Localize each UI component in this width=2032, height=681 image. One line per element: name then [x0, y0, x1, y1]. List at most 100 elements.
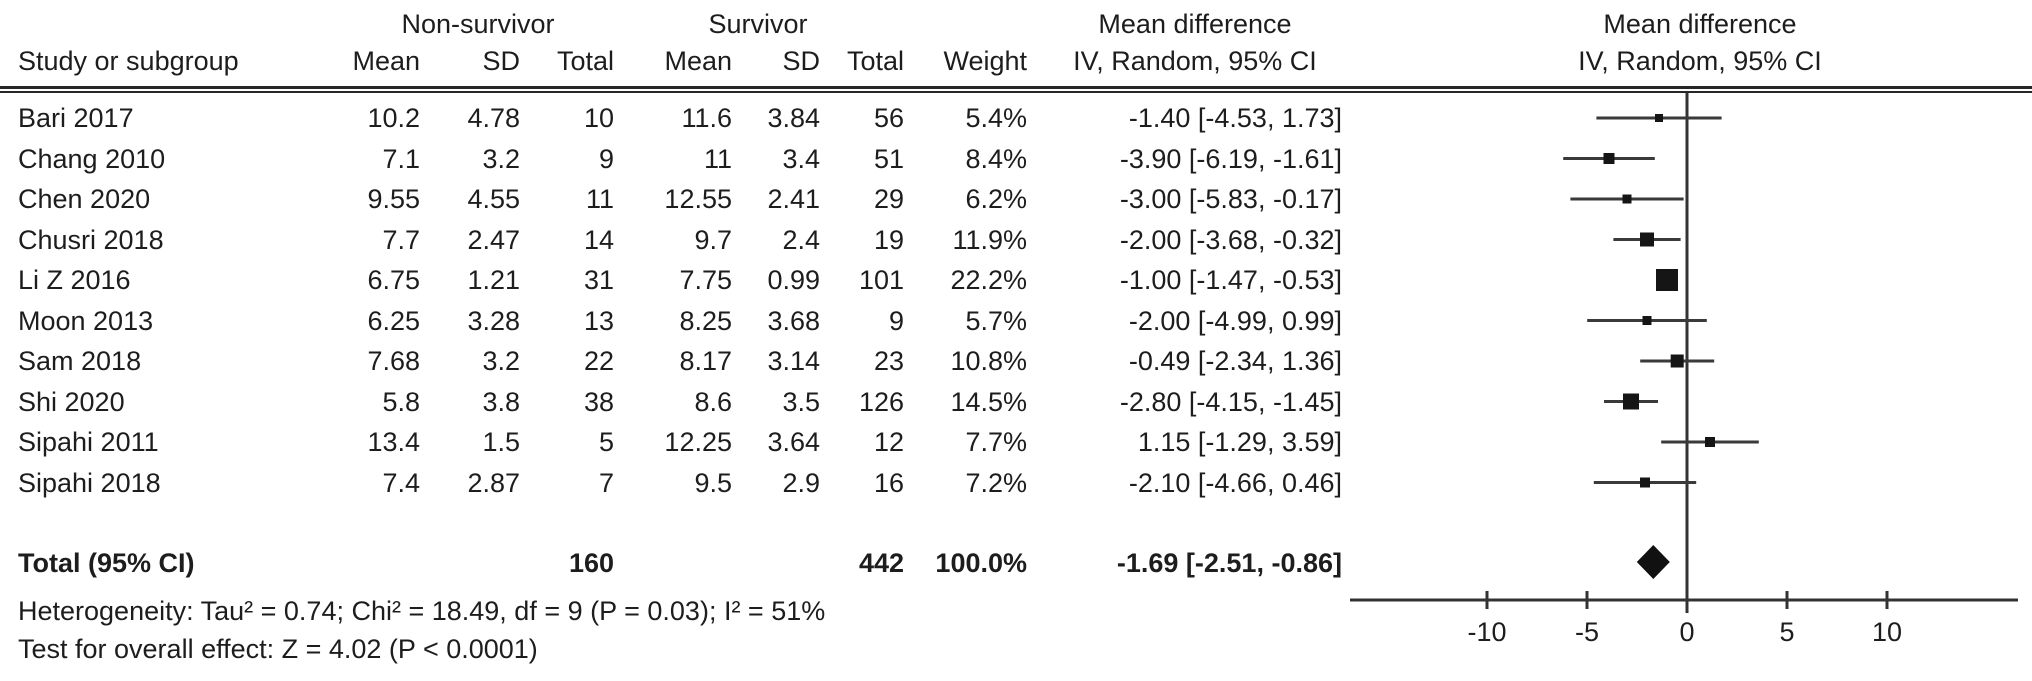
effect-marker [1705, 437, 1715, 447]
s_sd-cell: 2.4 [782, 224, 820, 255]
study-name-cell: Total (95% CI) [18, 548, 195, 578]
effect-marker [1640, 477, 1650, 488]
s_mean-cell: 12.55 [664, 184, 732, 214]
md-cell: -2.00 [-4.99, 0.99] [1128, 305, 1342, 336]
weight-cell: 6.2% [965, 184, 1027, 214]
study-name-cell: Bari 2017 [18, 103, 134, 133]
heterogeneity-note: Heterogeneity: Tau² = 0.74; Chi² = 18.49… [18, 596, 826, 626]
study-name-cell: Sam 2018 [18, 346, 142, 376]
md-cell: -2.10 [-4.66, 0.46] [1128, 467, 1342, 498]
s_mean-cell: 12.25 [664, 427, 732, 457]
md-cell: -1.40 [-4.53, 1.73] [1128, 103, 1342, 133]
ns_total-cell: 11 [585, 184, 614, 214]
ns_sd-cell: 3.2 [482, 346, 520, 376]
s_mean-cell: 11 [703, 143, 732, 174]
s_total-cell: 442 [858, 548, 904, 578]
axis-tick-label: 5 [1779, 617, 1794, 647]
weight-cell: 7.2% [965, 467, 1027, 498]
ns_total-cell: 5 [598, 427, 614, 457]
study-name-cell: Chusri 2018 [18, 224, 164, 255]
ns_sd-cell: 3.2 [482, 143, 520, 174]
s_mean-cell: 8.6 [694, 386, 732, 417]
pooled-diamond [1636, 545, 1670, 579]
weight-cell: 5.4% [965, 103, 1027, 133]
md-cell: -3.00 [-5.83, -0.17] [1119, 184, 1342, 214]
effect-marker [1603, 153, 1615, 164]
s_total-cell: 29 [873, 184, 904, 214]
column-header-s-mean: Mean [664, 46, 732, 76]
s_sd-cell: 3.5 [782, 386, 820, 417]
ns_total-cell: 7 [598, 467, 614, 498]
ns_total-cell: 22 [583, 346, 614, 376]
ns_mean-cell: 7.4 [382, 467, 420, 498]
ns_sd-cell: 4.55 [467, 184, 520, 214]
column-header-s-sd: SD [782, 46, 820, 76]
ns_total-cell: 9 [598, 143, 614, 174]
md-cell: -3.90 [-6.19, -1.61] [1119, 143, 1342, 174]
s_sd-cell: 3.84 [767, 103, 820, 133]
md-cell: -1.69 [-2.51, -0.86] [1116, 548, 1342, 578]
study-name-cell: Sipahi 2011 [18, 427, 159, 457]
column-header-iv-random: IV, Random, 95% CI [1073, 46, 1317, 76]
study-name-cell: Li Z 2016 [18, 265, 131, 295]
group-header-survivor: Survivor [708, 9, 808, 39]
study-name-cell: Shi 2020 [18, 386, 125, 417]
ns_mean-cell: 7.7 [382, 224, 420, 255]
ns_sd-cell: 2.47 [467, 224, 520, 255]
study-name-cell: Chang 2010 [18, 143, 166, 174]
ns_total-cell: 13 [583, 305, 614, 336]
s_mean-cell: 11.6 [681, 103, 732, 133]
ns_total-cell: 38 [583, 386, 614, 417]
column-group-header-mean-difference: Mean difference [1098, 9, 1292, 39]
ns_sd-cell: 3.28 [467, 305, 520, 336]
ns_mean-cell: 7.1 [382, 143, 420, 174]
group-header-nonsurvivor: Non-survivor [401, 9, 555, 39]
md-cell: -2.80 [-4.15, -1.45] [1119, 386, 1342, 417]
md-cell: -0.49 [-2.34, 1.36] [1128, 346, 1342, 376]
ns_mean-cell: 13.4 [367, 427, 420, 457]
s_total-cell: 12 [873, 427, 904, 457]
effect-marker [1623, 393, 1639, 410]
md-cell: -1.00 [-1.47, -0.53] [1119, 265, 1342, 295]
ns_total-cell: 31 [583, 265, 614, 295]
s_sd-cell: 3.64 [767, 427, 820, 457]
effect-marker [1670, 354, 1684, 368]
column-header-weight: Weight [943, 46, 1027, 76]
s_sd-cell: 2.9 [782, 467, 820, 498]
s_mean-cell: 7.75 [679, 265, 732, 295]
s_total-cell: 23 [873, 346, 904, 376]
study-name-cell: Moon 2013 [18, 305, 154, 336]
s_total-cell: 9 [888, 305, 904, 336]
study-name-cell: Sipahi 2018 [18, 467, 161, 498]
weight-cell: 5.7% [965, 305, 1027, 336]
weight-cell: 22.2% [950, 265, 1027, 295]
s_total-cell: 101 [858, 265, 904, 295]
column-header-ns-total: Total [556, 46, 614, 76]
s_total-cell: 51 [873, 143, 904, 174]
s_total-cell: 19 [873, 224, 904, 255]
weight-cell: 8.4% [965, 143, 1027, 174]
s_sd-cell: 3.4 [782, 143, 820, 174]
s_sd-cell: 2.41 [767, 184, 820, 214]
ns_mean-cell: 6.25 [367, 305, 420, 336]
ns_total-cell: 14 [583, 224, 614, 255]
s_total-cell: 16 [873, 467, 904, 498]
effect-marker [1640, 232, 1654, 247]
column-header-s-total: Total [846, 46, 904, 76]
column-header-ns-sd: SD [482, 46, 520, 76]
header-rule [0, 86, 2032, 93]
effect-marker [1642, 316, 1652, 325]
plot-header-iv-random: IV, Random, 95% CI [1578, 46, 1822, 76]
s_mean-cell: 8.25 [679, 305, 732, 336]
s_mean-cell: 8.17 [679, 346, 732, 376]
axis-tick-label: 0 [1679, 617, 1694, 647]
ns_mean-cell: 10.2 [367, 103, 420, 133]
weight-cell: 11.9% [952, 224, 1027, 255]
overall-effect-note: Test for overall effect: Z = 4.02 (P < 0… [18, 634, 538, 664]
ns_mean-cell: 5.8 [382, 386, 420, 417]
column-header-ns-mean: Mean [352, 46, 420, 76]
column-header-study: Study or subgroup [18, 46, 239, 76]
s_total-cell: 56 [873, 103, 904, 133]
weight-cell: 100.0% [935, 548, 1027, 578]
